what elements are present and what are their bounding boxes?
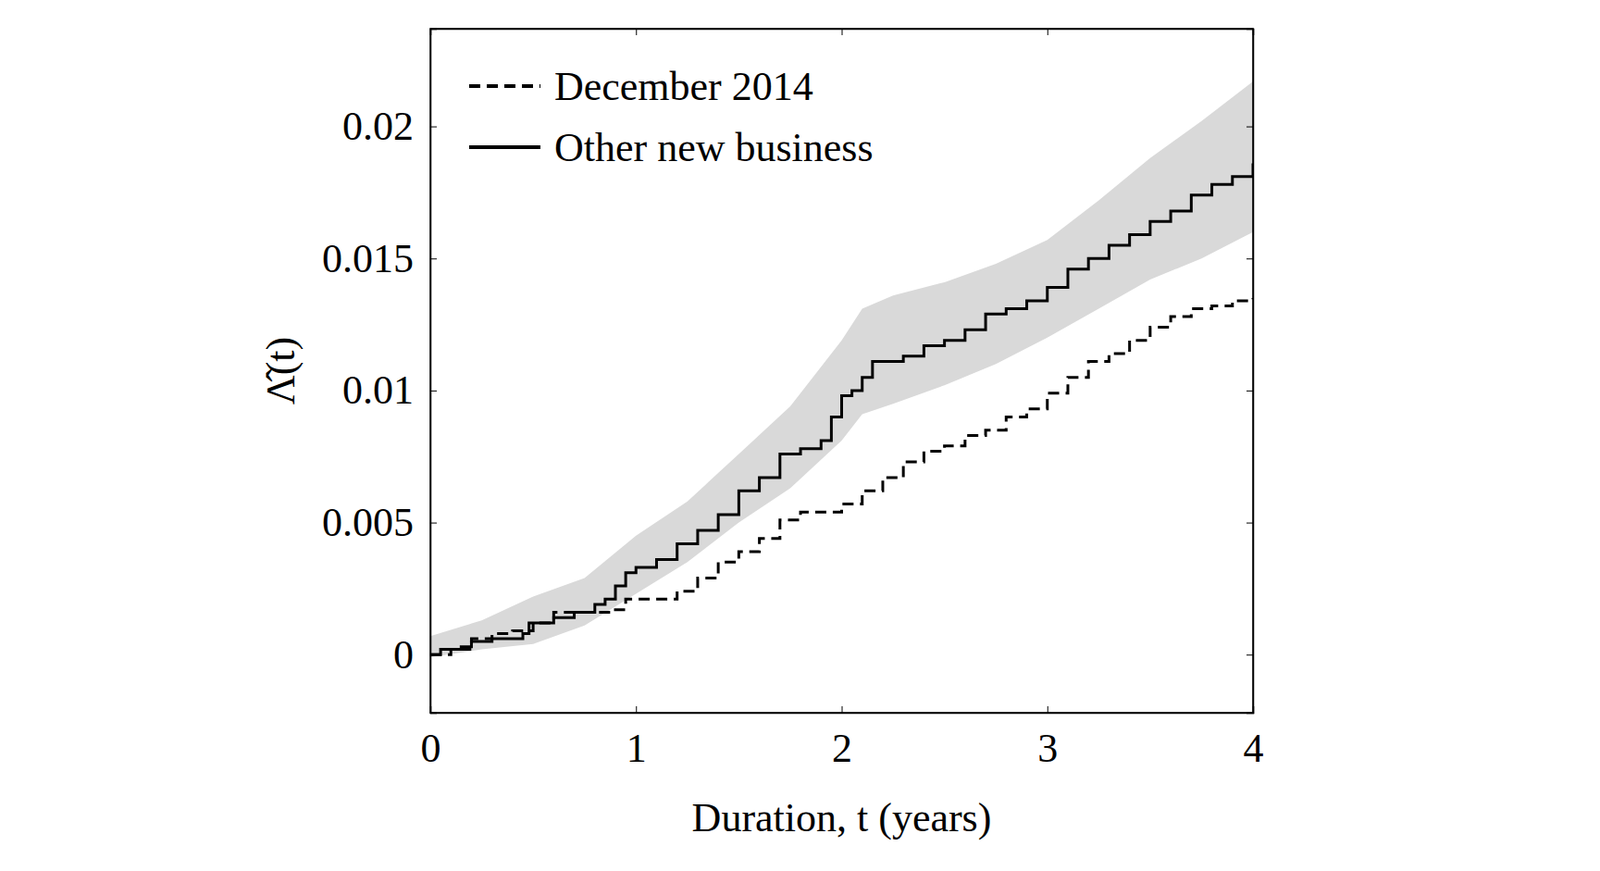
tick-mark <box>430 654 437 656</box>
tick: 0.02 <box>342 103 437 149</box>
tick-mark <box>1246 258 1253 260</box>
tick-label: 2 <box>831 725 853 771</box>
tick-mark <box>430 258 437 260</box>
confidence-band <box>430 81 1253 658</box>
axis-line <box>1246 29 1254 714</box>
tick-label: 0.005 <box>322 499 414 546</box>
tick: 0 <box>393 632 437 678</box>
tick-mark <box>1047 706 1049 713</box>
y-axis-title: Λ̂(t) <box>258 336 304 405</box>
legend-label: December 2014 <box>554 63 814 110</box>
tick-mark <box>1047 28 1049 36</box>
tick-mark <box>430 522 437 524</box>
legend-swatch <box>469 145 541 149</box>
tick <box>1246 126 1253 128</box>
tick <box>842 28 844 36</box>
tick-mark <box>1246 126 1253 128</box>
tick <box>1246 522 1253 524</box>
tick-mark <box>842 28 844 36</box>
tick <box>1246 390 1253 392</box>
legend: December 2014 Other new business <box>469 63 874 171</box>
tick-label: 0.015 <box>322 235 414 282</box>
tick: 2 <box>831 706 853 771</box>
series-line <box>430 297 1253 655</box>
axis: 0 0.005 0.01 0.015 0.02 <box>322 29 437 714</box>
tick-label: 4 <box>1243 725 1265 771</box>
series-line <box>430 163 1253 656</box>
plot-frame <box>430 28 1253 713</box>
tick-label: 0 <box>421 725 442 771</box>
axis <box>431 28 1254 36</box>
tick-label: 0.02 <box>342 103 414 149</box>
axis-line <box>431 706 1254 714</box>
legend-label: Other new business <box>554 124 874 171</box>
axis-line <box>431 29 438 714</box>
tick <box>1047 28 1049 36</box>
tick-mark <box>430 390 437 392</box>
tick: 4 <box>1243 706 1265 771</box>
tick-mark <box>1246 654 1253 656</box>
tick-mark <box>635 28 637 36</box>
tick: 0.005 <box>322 499 437 546</box>
tick-mark <box>1246 522 1253 524</box>
chart: 0 1 2 3 4 0 0.005 0.01 0.015 0.02 Duration, t (yea… <box>0 0 1600 871</box>
axis-line <box>431 29 1254 37</box>
tick-mark <box>635 706 637 713</box>
legend-swatch <box>469 84 541 88</box>
tick-label: 3 <box>1037 725 1058 771</box>
tick <box>1246 258 1253 260</box>
tick <box>1246 654 1253 656</box>
tick-label: 0.01 <box>342 367 414 413</box>
tick-mark <box>1246 390 1253 392</box>
plot-area <box>430 81 1253 658</box>
tick: 0 <box>421 706 442 771</box>
axis <box>1246 29 1254 714</box>
axis: 0 1 2 3 4 <box>421 706 1265 771</box>
tick-mark <box>430 126 437 128</box>
tick: 0.015 <box>322 235 437 282</box>
x-axis-title: Duration, t (years) <box>692 794 993 841</box>
tick: 1 <box>626 706 647 771</box>
tick <box>635 28 637 36</box>
tick-mark <box>842 706 844 713</box>
tick-label: 1 <box>626 725 647 771</box>
tick-label: 0 <box>393 632 414 678</box>
tick: 3 <box>1037 706 1058 771</box>
tick: 0.01 <box>342 367 437 413</box>
